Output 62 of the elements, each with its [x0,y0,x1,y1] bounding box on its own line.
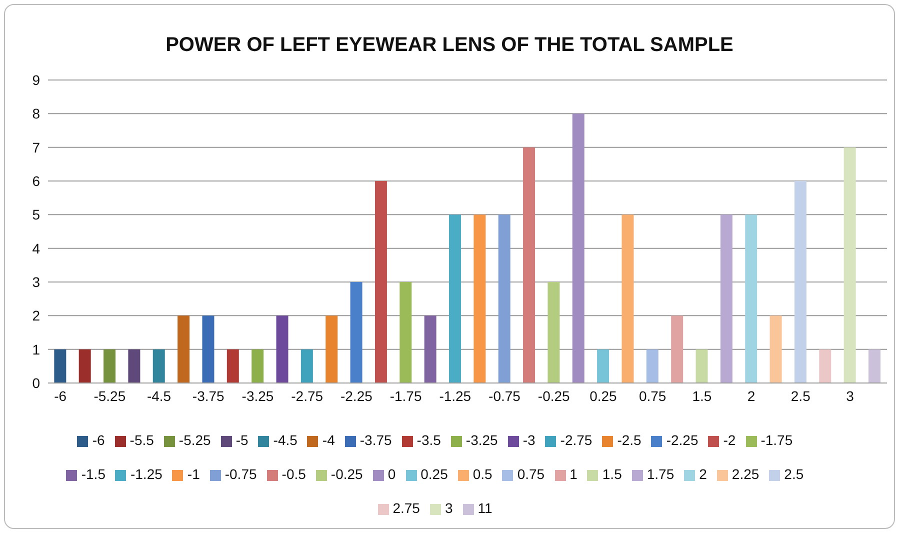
legend-label: -0.5 [282,466,306,482]
x-tick-label: 0.25 [590,388,618,404]
x-tick-label: 1.5 [692,388,712,404]
y-tick-label: 8 [32,106,40,122]
legend-label: -2 [723,432,736,448]
legend-label: -2.75 [560,432,592,448]
y-tick-label: 7 [32,139,40,156]
chart-title: POWER OF LEFT EYEWEAR LENS OF THE TOTAL SAMPLE [164,34,734,57]
legend-label: 1 [570,466,578,482]
legend-label: 2 [699,466,707,482]
legend-label: 11 [478,500,492,516]
x-tick-label: -3.75 [192,388,225,404]
legend-label: -4.5 [273,432,298,448]
legend-label: 1.5 [602,466,622,482]
x-tick-label: -3.25 [242,388,274,404]
y-tick-label: 2 [32,308,40,324]
x-tick-label: -5.25 [94,388,126,404]
x-tick-label: -0.25 [538,388,570,404]
legend-label: 0.75 [517,466,545,482]
legend-label: -1.75 [760,432,793,448]
legend-label: -0.25 [330,466,363,482]
y-tick-label: 1 [32,341,40,358]
y-tick-label: 0 [32,374,40,391]
legend-label: -5 [236,432,248,448]
y-tick-label: 4 [32,240,40,256]
legend-label: 1.75 [646,466,674,482]
legend-label: -4 [322,432,335,448]
x-tick-label: -4.5 [146,388,172,404]
legend-label: 0 [388,466,396,482]
legend-label: 0.25 [420,466,448,482]
legend-label: 2.25 [732,466,760,482]
y-tick-label: 9 [32,72,40,88]
x-tick-label: 3 [846,388,854,404]
legend-label: -1.5 [81,466,106,482]
x-tick-label: -2.25 [340,388,373,404]
legend-label: -3 [522,432,536,448]
y-tick-label: 5 [32,206,40,223]
legend-label: -3.75 [360,432,392,448]
legend-label: -2.25 [666,432,698,448]
x-tick-label: -2.75 [291,388,324,404]
legend-label: -5.5 [130,432,154,448]
x-tick-label: -1.75 [390,388,422,404]
legend-label: 2.75 [392,500,420,516]
legend-label: -0.75 [224,466,257,482]
legend-label: 0.5 [472,466,492,482]
y-tick-label: 3 [32,274,40,290]
y-tick-label: 6 [32,172,40,189]
legend-label: -3.25 [466,432,498,448]
x-tick-label: -1.25 [439,388,472,404]
x-tick-label: 2 [747,388,756,404]
x-tick-label: -6 [54,388,67,404]
legend-label: -6 [92,432,105,448]
legend-label: -1 [187,466,200,482]
x-tick-label: 2.5 [790,388,811,404]
x-tick-label: -0.75 [488,388,521,404]
legend-label: 2.5 [784,466,804,482]
legend-label: -1.25 [130,466,162,482]
legend-label: -2.5 [617,432,642,448]
legend-label: 3 [444,500,453,516]
x-tick-label: 0.75 [638,388,666,404]
legend-label: -5.25 [178,432,211,448]
legend-label: -3.5 [416,432,441,448]
